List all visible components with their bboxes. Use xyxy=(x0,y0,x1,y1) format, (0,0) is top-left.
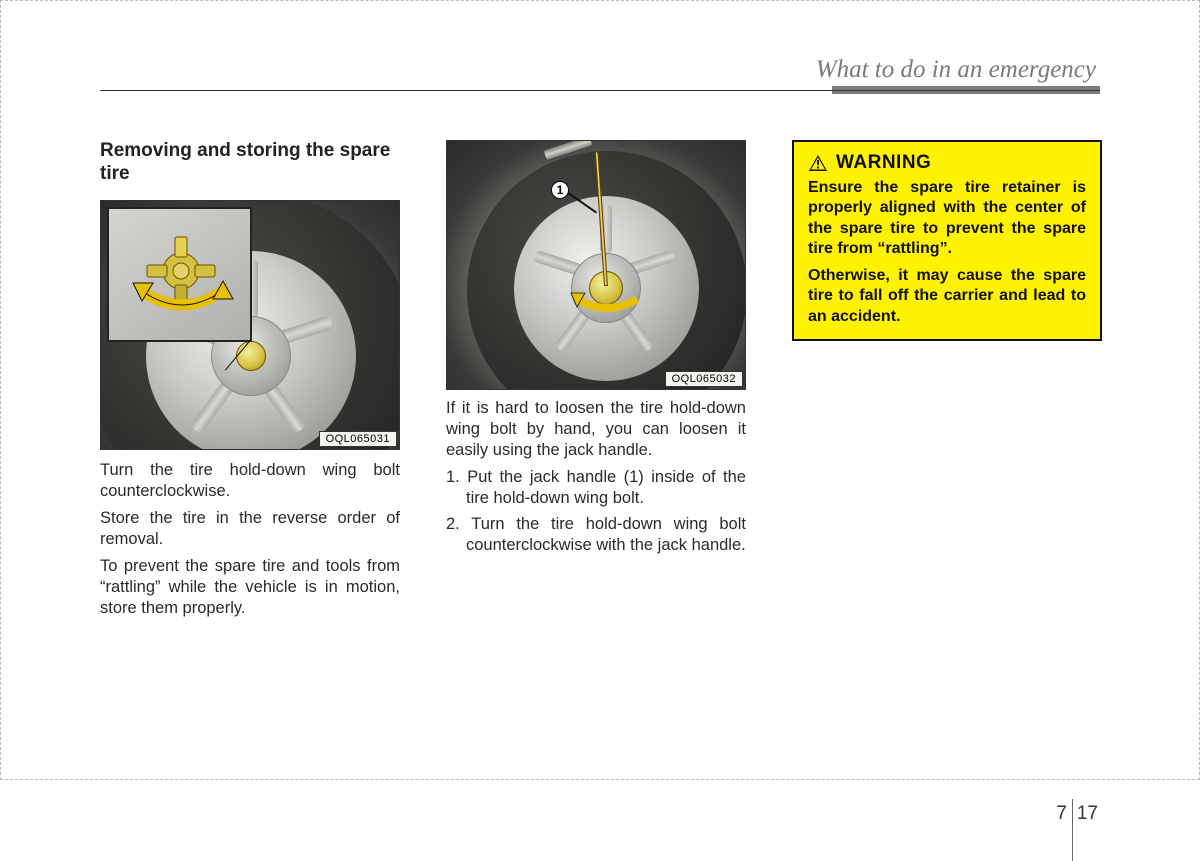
inset-detail xyxy=(107,207,252,342)
figure-jack-handle: 1 OQL065032 xyxy=(446,140,746,390)
body-paragraph: To prevent the spare tire and tools from… xyxy=(100,556,400,619)
warning-paragraph: Otherwise, it may cause the spare tire t… xyxy=(808,266,1086,327)
body-paragraph: Turn the tire hold-down wing bolt counte… xyxy=(100,460,400,502)
column-3: WARNING Ensure the spare tire retainer i… xyxy=(792,140,1102,619)
body-paragraph: If it is hard to loosen the tire hold-do… xyxy=(446,398,746,461)
section-heading: Removing and storing the spare tire xyxy=(100,140,400,186)
list-item: 1. Put the jack handle (1) inside of the… xyxy=(446,467,746,509)
column-2: 1 OQL065032 If it is hard to loosen the … xyxy=(446,140,746,619)
page-number: 7 17 xyxy=(1056,803,1098,825)
figure-spare-tire-remove: OQL065031 xyxy=(100,200,400,450)
warning-box: WARNING Ensure the spare tire retainer i… xyxy=(792,140,1102,341)
figure-label: OQL065032 xyxy=(665,371,743,387)
column-1: Removing and storing the spare tire xyxy=(100,140,400,619)
content-columns: Removing and storing the spare tire xyxy=(100,140,1100,619)
warning-paragraph: Ensure the spare tire retainer is proper… xyxy=(808,178,1086,260)
warning-header: WARNING xyxy=(808,152,1086,174)
chapter-title: What to do in an emergency xyxy=(816,56,1100,84)
body-paragraph: Store the tire in the reverse order of r… xyxy=(100,508,400,550)
header-rule xyxy=(100,90,1100,91)
warning-triangle-icon xyxy=(808,154,828,172)
warning-title: WARNING xyxy=(836,152,931,174)
list-item: 2. Turn the tire hold-down wing bolt cou… xyxy=(446,514,746,556)
counterclockwise-arrow-icon xyxy=(127,279,237,329)
counterclockwise-arrow-icon xyxy=(567,291,647,321)
callout-1: 1 xyxy=(551,181,569,199)
page-number-value: 17 xyxy=(1077,803,1098,825)
figure-label: OQL065031 xyxy=(319,431,397,447)
chapter-number: 7 xyxy=(1056,803,1067,825)
page-header: What to do in an emergency xyxy=(100,56,1100,84)
numbered-list: 1. Put the jack handle (1) inside of the… xyxy=(446,467,746,555)
